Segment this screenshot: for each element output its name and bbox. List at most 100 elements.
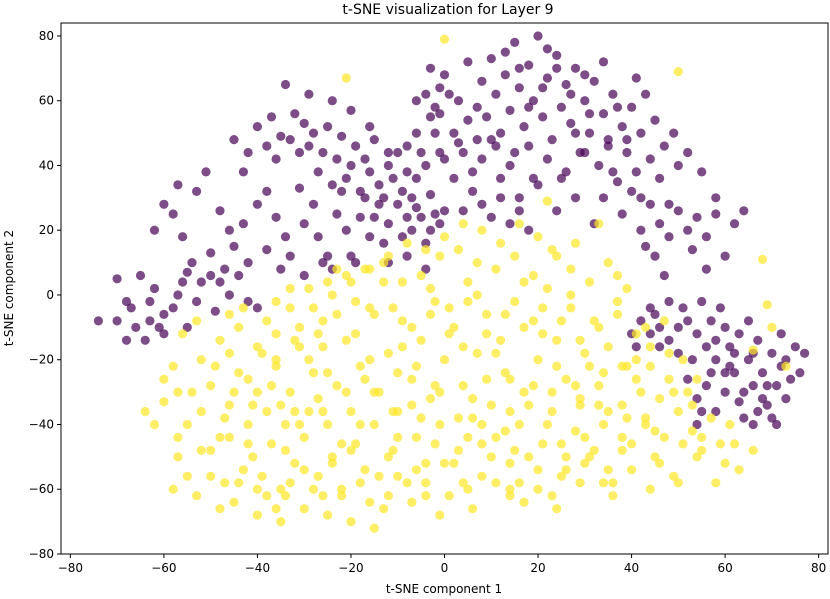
scatter-point	[505, 458, 515, 468]
scatter-point	[187, 258, 197, 268]
scatter-point	[285, 283, 295, 294]
scatter-point	[701, 342, 712, 352]
scatter-point	[547, 406, 557, 417]
scatter-point	[645, 484, 655, 494]
scatter-point	[655, 394, 665, 404]
scatter-point	[664, 374, 674, 384]
scatter-point	[453, 138, 464, 148]
scatter-point	[669, 387, 679, 397]
scatter-point	[753, 406, 763, 417]
scatter-point	[383, 348, 393, 358]
scatter-point	[641, 413, 651, 423]
scatter-point	[641, 89, 651, 99]
scatter-point	[687, 245, 698, 255]
scatter-point	[627, 439, 637, 449]
scatter-point	[589, 76, 599, 86]
scatter-point	[425, 309, 436, 319]
scatter-point	[159, 329, 169, 339]
scatter-point	[627, 102, 637, 112]
scatter-point	[196, 355, 206, 365]
scatter-point	[552, 504, 562, 514]
scatter-point	[337, 131, 347, 141]
scatter-point	[477, 471, 487, 481]
scatter-point	[248, 400, 258, 410]
scatter-point	[533, 484, 543, 494]
scatter-point	[337, 484, 347, 494]
scatter-point	[346, 445, 356, 455]
scatter-point	[617, 122, 627, 132]
y-tick-label: 80	[39, 29, 54, 43]
scatter-point	[159, 397, 169, 407]
scatter-point	[383, 219, 393, 229]
scatter-point	[271, 504, 281, 514]
scatter-point	[598, 193, 609, 203]
scatter-point	[220, 478, 230, 488]
scatter-point	[510, 445, 520, 455]
scatter-point	[318, 491, 328, 501]
scatter-point	[472, 348, 482, 358]
scatter-point	[280, 445, 291, 455]
scatter-point	[528, 381, 539, 391]
scatter-point	[491, 264, 501, 274]
scatter-point	[397, 277, 407, 287]
scatter-point	[435, 419, 445, 430]
scatter-point	[584, 361, 595, 371]
scatter-point	[645, 154, 655, 164]
scatter-point	[323, 510, 333, 520]
scatter-point	[407, 193, 417, 203]
scatter-point	[355, 361, 365, 371]
scatter-point	[411, 128, 421, 138]
scatter-point	[280, 419, 291, 430]
scatter-point	[271, 154, 281, 164]
y-tick-label: −80	[29, 547, 54, 561]
scatter-point	[566, 118, 576, 128]
scatter-point	[234, 478, 244, 488]
scatter-point	[533, 232, 543, 242]
scatter-point	[514, 419, 524, 430]
scatter-point	[552, 50, 562, 61]
scatter-point	[636, 387, 646, 397]
scatter-point	[234, 270, 244, 281]
scatter-point	[252, 199, 262, 209]
scatter-point	[308, 199, 319, 209]
scatter-point	[500, 426, 510, 436]
scatter-point	[379, 504, 389, 514]
scatter-point	[243, 419, 253, 430]
scatter-point	[510, 147, 520, 158]
scatter-point	[112, 274, 122, 284]
scatter-point	[444, 329, 454, 339]
scatter-point	[692, 419, 702, 430]
scatter-point	[421, 89, 431, 99]
scatter-point	[458, 478, 468, 488]
scatter-point	[697, 445, 707, 455]
scatter-point	[514, 478, 524, 488]
scatter-point	[641, 241, 651, 251]
scatter-point	[327, 458, 337, 468]
scatter-point	[407, 400, 417, 410]
scatter-point	[538, 112, 548, 122]
scatter-point	[715, 439, 726, 449]
scatter-point	[252, 303, 262, 313]
scatter-point	[645, 303, 655, 313]
scatter-point	[201, 167, 211, 177]
scatter-point	[145, 316, 155, 326]
scatter-point	[145, 296, 155, 307]
scatter-point	[243, 296, 253, 307]
scatter-point	[159, 199, 169, 209]
scatter-point	[411, 96, 421, 106]
scatter-point	[299, 504, 309, 514]
scatter-point	[655, 219, 665, 229]
scatter-point	[622, 135, 632, 145]
y-tick-label: 60	[39, 94, 54, 108]
scatter-point	[196, 406, 206, 417]
scatter-point	[318, 147, 328, 158]
scatter-point	[575, 335, 585, 345]
scatter-point	[748, 445, 758, 455]
scatter-point	[346, 160, 356, 171]
scatter-point	[290, 335, 300, 345]
scatter-point	[215, 432, 225, 442]
scatter-point	[655, 342, 665, 352]
scatter-point	[748, 419, 758, 430]
scatter-point	[271, 212, 281, 222]
scatter-point	[603, 258, 613, 268]
